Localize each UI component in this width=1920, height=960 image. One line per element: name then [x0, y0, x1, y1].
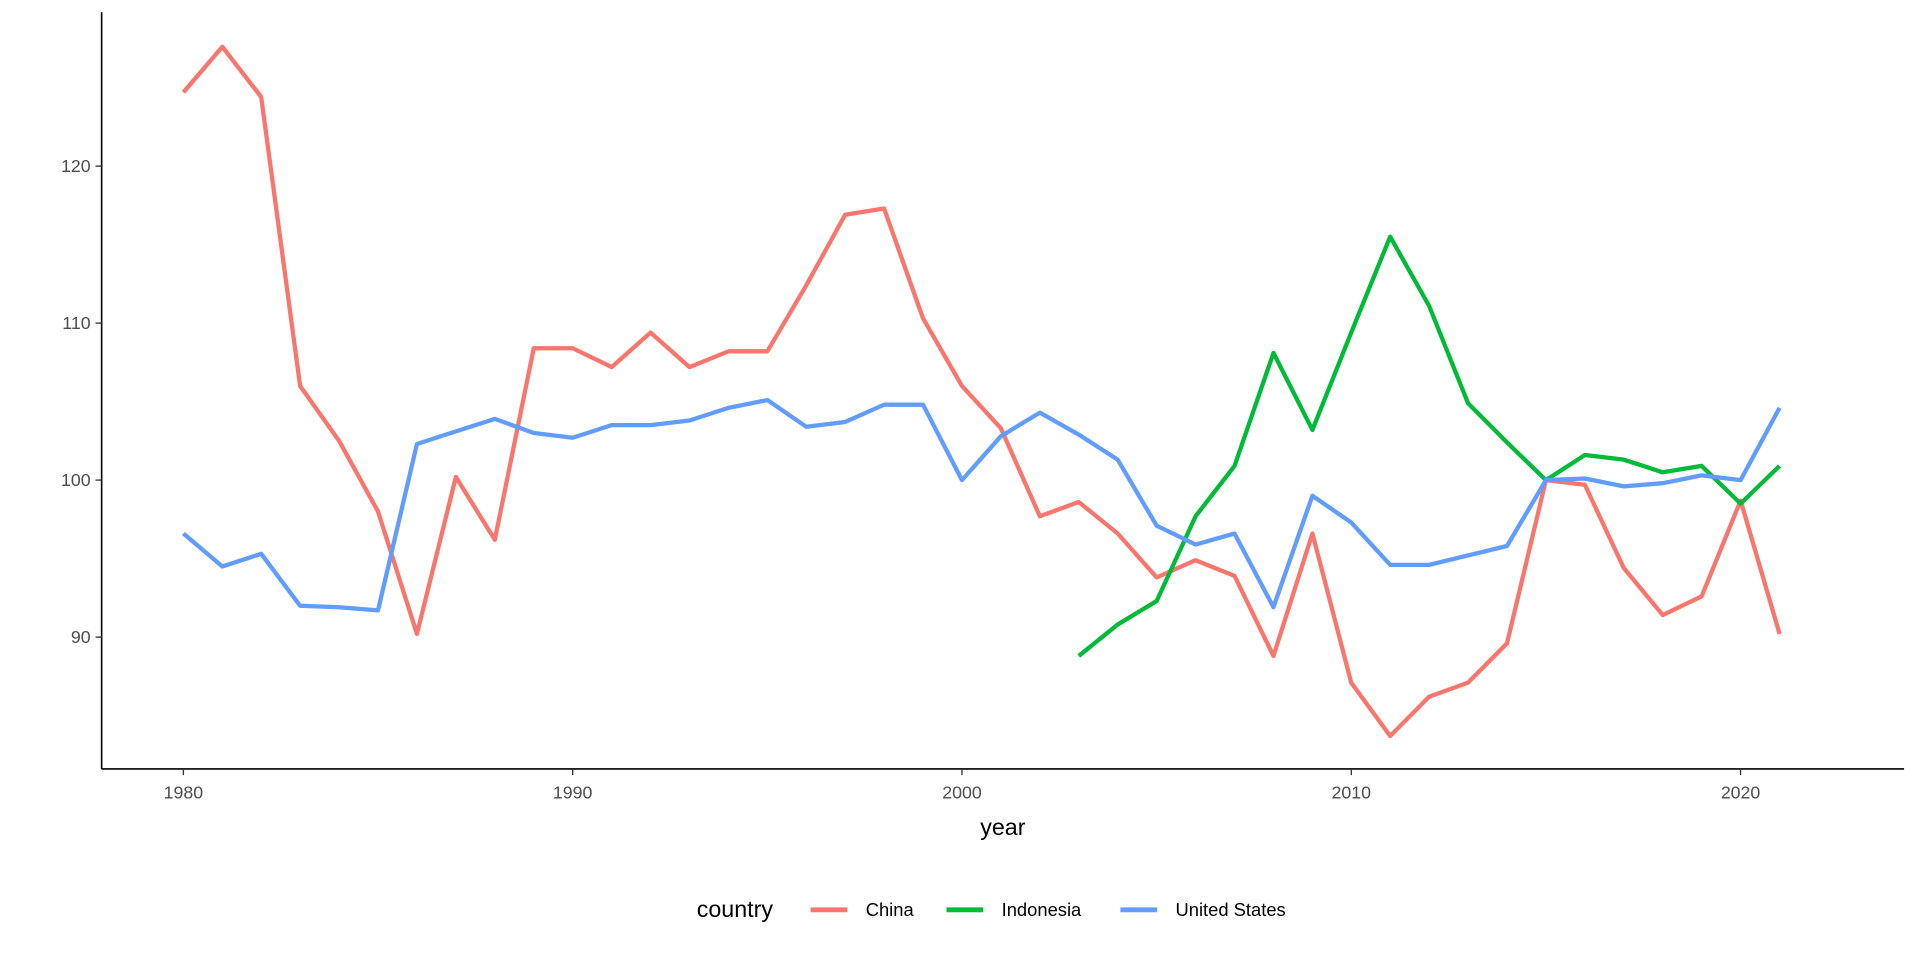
legend-label: Indonesia: [1002, 899, 1082, 920]
x-tick-label: 2000: [942, 782, 982, 802]
x-tick-label: 1980: [164, 782, 204, 802]
y-ticks: 90 100 110 120: [61, 156, 102, 647]
series-line-indonesia: [1077, 234, 1782, 658]
legend-label: United States: [1176, 899, 1286, 920]
legend: country China Indonesia United States: [697, 896, 1286, 922]
y-tick-label: 90: [71, 627, 91, 647]
x-tick-label: 2010: [1332, 782, 1372, 802]
legend-title: country: [697, 896, 774, 922]
series-line-china: [181, 44, 1782, 739]
x-axis-title: year: [980, 814, 1025, 840]
y-tick-label: 110: [62, 313, 90, 333]
y-tick-label: 100: [61, 470, 91, 490]
x-tick-label: 2020: [1721, 782, 1761, 802]
x-ticks: 1980 1990 2000 2010 2020: [164, 768, 1761, 802]
y-tick-label: 120: [61, 156, 91, 176]
legend-label: China: [866, 899, 915, 920]
series-line-united-states: [182, 397, 1782, 613]
x-tick-label: 1990: [553, 782, 593, 802]
series-lines: [181, 44, 1782, 739]
